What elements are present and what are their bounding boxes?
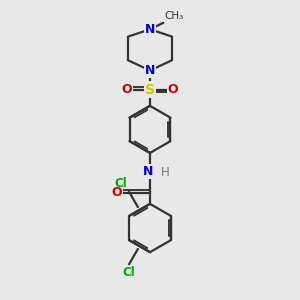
- Text: O: O: [168, 83, 178, 96]
- Text: Cl: Cl: [123, 266, 136, 279]
- Text: CH₃: CH₃: [165, 11, 184, 21]
- Text: O: O: [111, 186, 122, 199]
- Text: O: O: [122, 83, 132, 96]
- Text: N: N: [145, 64, 155, 77]
- Text: Cl: Cl: [115, 177, 128, 190]
- Text: H: H: [161, 166, 170, 179]
- Text: N: N: [142, 165, 153, 178]
- Text: S: S: [145, 82, 155, 97]
- Text: N: N: [145, 23, 155, 36]
